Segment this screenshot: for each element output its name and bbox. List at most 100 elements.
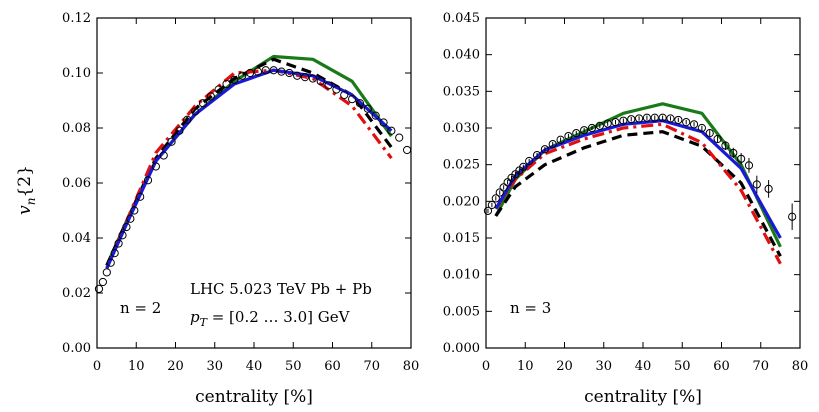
right-panel: 0 10 20 30 40 50 60 70 80 0.000 0.005 0.010 0.015 0.0… [443, 11, 808, 374]
data-point [122, 222, 131, 232]
data-point [379, 118, 388, 127]
data-point [721, 141, 730, 150]
data-point [487, 200, 496, 210]
annotation-pt-range: pT = [0.2 … 3.0] GeV [190, 308, 351, 329]
y-tick-label: 0.015 [443, 231, 480, 246]
y-tick-label: 0.08 [62, 121, 91, 136]
y-tick-label: 0.030 [443, 121, 480, 136]
data-point [151, 162, 160, 171]
x-tick-label: 0 [482, 359, 490, 374]
y-tick-label: 0.000 [443, 341, 480, 356]
x-tick-label: 70 [752, 359, 769, 374]
data-point [611, 118, 620, 127]
data-point [363, 104, 372, 113]
data-point [230, 75, 239, 84]
data-point [348, 95, 357, 104]
data-point [159, 151, 168, 160]
data-point [788, 212, 797, 221]
data-point [395, 133, 404, 142]
y-tick-label: 0.00 [62, 341, 91, 356]
data-point [705, 129, 714, 138]
series-line-solid-green [494, 102, 782, 248]
data-point [540, 145, 549, 154]
data-point [293, 71, 302, 80]
data-point [245, 68, 255, 78]
data-point [658, 113, 667, 122]
data-point [619, 116, 628, 125]
x-tick-label: 60 [713, 359, 730, 374]
x-tick-label: 40 [635, 359, 652, 374]
data-point [167, 137, 176, 146]
data-point [102, 268, 111, 277]
data-point [238, 71, 247, 80]
y-tick-label: 0.035 [443, 84, 480, 99]
data-point [126, 214, 135, 223]
data-point [587, 123, 597, 133]
y-axis-title: vn{2} [15, 165, 38, 215]
data-point [308, 74, 317, 83]
data-point [198, 99, 208, 108]
data-point [532, 151, 542, 160]
x-tick-label: 30 [206, 359, 223, 374]
x-tick-label: 80 [792, 359, 809, 374]
x-tick-label: 70 [363, 359, 380, 374]
data-point [674, 115, 683, 125]
x-tick-label: 10 [128, 359, 145, 374]
data-point [371, 111, 380, 120]
data-point [595, 121, 604, 130]
x-axis-title-right: centrality [%] [584, 387, 702, 407]
y-tick-label: 0.010 [443, 268, 480, 283]
data-point [642, 113, 652, 122]
data-point [269, 66, 278, 75]
data-point [98, 277, 107, 287]
data-point [285, 68, 294, 78]
series-line-dashdot-red [494, 122, 782, 265]
data-point [106, 258, 115, 267]
x-tick-label: 60 [324, 359, 341, 374]
data-point [214, 85, 223, 94]
data-point [483, 206, 493, 215]
annotation-n2: n = 2 [120, 299, 161, 317]
data-point [491, 194, 500, 203]
x-tick-label: 0 [93, 359, 101, 374]
data-point [130, 206, 139, 215]
data-point [764, 184, 773, 193]
data-point [548, 140, 557, 149]
y-tick-label: 0.005 [443, 304, 480, 319]
y-tick-label: 0.045 [443, 11, 480, 26]
series-line-solid-green [105, 54, 393, 267]
data-point [525, 156, 534, 166]
data-point [627, 115, 636, 124]
data-point [206, 92, 215, 101]
x-tick-label: 40 [246, 359, 263, 374]
data-point [94, 284, 104, 293]
data-point [253, 67, 263, 76]
y-tick-label: 0.020 [443, 194, 480, 209]
data-point [744, 161, 754, 170]
data-point [324, 81, 333, 90]
data-point [737, 154, 746, 163]
series-line-dashed-black [105, 57, 393, 267]
data-point [572, 129, 581, 138]
data-point [277, 67, 286, 76]
data-point [143, 176, 153, 185]
x-tick-label: 20 [556, 359, 573, 374]
x-tick-label: 50 [285, 359, 302, 374]
data-point [340, 90, 349, 100]
data-point [332, 85, 341, 94]
data-point [697, 123, 706, 133]
y-tick-label: 0.10 [62, 66, 91, 81]
data-point [603, 119, 612, 128]
data-point [118, 231, 127, 240]
data-point [564, 131, 573, 141]
data-point [261, 66, 270, 75]
data-point [402, 145, 412, 155]
series-line-solid-blue [105, 68, 393, 269]
y-tick-label: 0.04 [62, 231, 91, 246]
data-point [713, 134, 722, 144]
y-tick-label: 0.025 [443, 158, 480, 173]
series-line-dashed-black [494, 130, 782, 258]
data-point [729, 148, 738, 158]
x-tick-label: 20 [167, 359, 184, 374]
